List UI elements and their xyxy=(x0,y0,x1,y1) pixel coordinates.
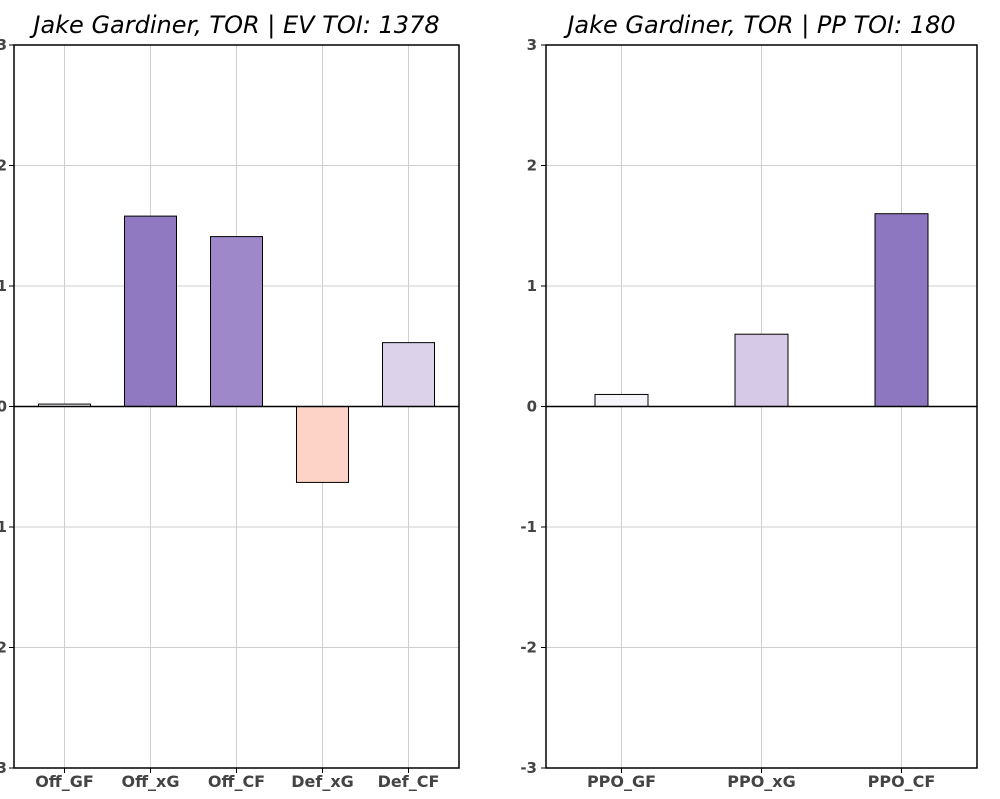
y-tick-label: -1 xyxy=(0,518,7,536)
chart-title-ev: Jake Gardiner, TOR | EV TOI: 1378 xyxy=(29,11,439,39)
x-tick-label: Off_CF xyxy=(208,772,265,791)
x-tick-label: Def_xG xyxy=(291,772,354,791)
y-tick-label: 3 xyxy=(527,36,537,54)
y-tick-label: -2 xyxy=(520,639,537,657)
y-tick-label: 0 xyxy=(527,398,537,416)
bar-off-xg xyxy=(124,215,177,407)
x-tick-label: PPO_CF xyxy=(868,772,936,791)
y-tick-label: 1 xyxy=(0,277,7,295)
y-tick-label: -3 xyxy=(0,759,7,777)
y-tick-label: 3 xyxy=(0,36,7,54)
chart-panel-ev: Jake Gardiner, TOR | EV TOI: 1378 -3 -2 -1… xyxy=(0,11,460,791)
y-tick-label: 2 xyxy=(527,157,537,175)
y-tick-label: 1 xyxy=(527,277,537,295)
bar-def-xg xyxy=(296,406,349,483)
chart-title-pp: Jake Gardiner, TOR | PP TOI: 180 xyxy=(563,11,955,39)
bar-ppo-gf xyxy=(594,393,649,408)
chart-panel-pp: Jake Gardiner, TOR | PP TOI: 180 -3 -2 -1 0… xyxy=(520,11,978,791)
x-tick-label: Off_GF xyxy=(35,772,94,791)
x-tick-label: Off_xG xyxy=(121,772,179,791)
bar-off-cf xyxy=(210,236,263,407)
x-tick-label: PPO_xG xyxy=(727,772,796,791)
y-tick-label: 2 xyxy=(0,157,7,175)
bar-def-cf xyxy=(382,342,435,408)
x-tick-label: PPO_GF xyxy=(587,772,656,791)
y-tick-label: -2 xyxy=(0,639,7,657)
x-tick-label: Def_CF xyxy=(378,772,440,791)
bar-ppo-xg xyxy=(734,333,789,408)
y-tick-label: -1 xyxy=(520,518,537,536)
bar-ppo-cf xyxy=(874,213,929,407)
y-tick-label: -3 xyxy=(520,759,537,777)
y-tick-label: 0 xyxy=(0,398,7,416)
